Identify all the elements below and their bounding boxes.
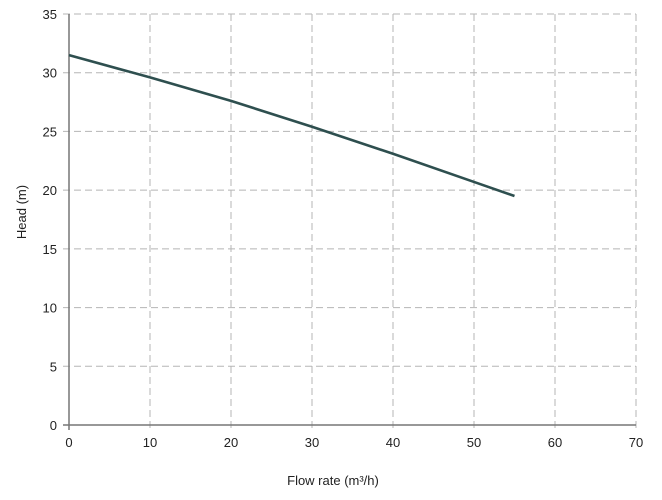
axes (63, 14, 636, 430)
x-tick-label: 0 (65, 435, 72, 450)
y-tick-label: 20 (43, 183, 57, 198)
y-tick-label: 5 (50, 359, 57, 374)
x-tick-label: 70 (629, 435, 643, 450)
x-tick-label: 60 (548, 435, 562, 450)
y-tick-label: 15 (43, 242, 57, 257)
x-tick-label: 20 (224, 435, 238, 450)
grid-lines (63, 13, 637, 430)
head-flow-curve (68, 53, 515, 198)
y-tick-label: 25 (43, 124, 57, 139)
x-axis-label: Flow rate (m³/h) (287, 473, 379, 488)
x-tick-labels: 0 10 20 30 40 50 60 70 (65, 435, 643, 450)
y-tick-label: 10 (43, 301, 57, 316)
x-tick-label: 30 (305, 435, 319, 450)
y-tick-label: 30 (43, 66, 57, 81)
x-tick-label: 50 (467, 435, 481, 450)
x-tick-label: 10 (143, 435, 157, 450)
y-axis-label: Head (m) (14, 185, 29, 239)
x-tick-label: 40 (386, 435, 400, 450)
y-tick-labels: 0 5 10 15 20 25 30 35 (43, 7, 57, 433)
y-tick-label: 0 (50, 418, 57, 433)
y-tick-label: 35 (43, 7, 57, 22)
